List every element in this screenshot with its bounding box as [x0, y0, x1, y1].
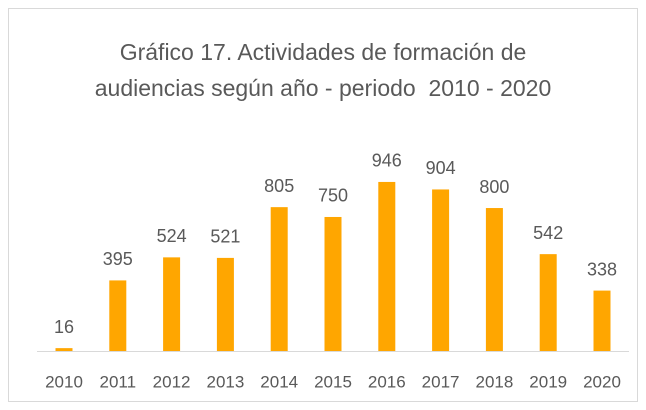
x-tick-label: 2019: [529, 372, 567, 391]
x-tick-label: 2016: [368, 372, 406, 391]
data-label: 338: [587, 259, 617, 279]
data-label: 542: [533, 223, 563, 243]
data-label: 904: [426, 158, 456, 178]
data-label: 524: [157, 226, 187, 246]
x-tick-label: 2011: [100, 372, 137, 391]
bar: [324, 216, 342, 351]
data-label: 805: [264, 176, 294, 196]
x-tick-label: 2013: [206, 372, 244, 391]
bar: [485, 208, 503, 351]
bar: [539, 254, 557, 351]
bar: [163, 257, 181, 351]
data-label: 800: [479, 177, 509, 197]
bar: [593, 290, 611, 351]
data-label: 946: [372, 151, 402, 171]
bar: [55, 348, 73, 351]
data-label: 750: [318, 186, 348, 206]
bar: [216, 257, 234, 351]
x-tick-label: 2015: [314, 372, 352, 391]
x-tick-label: 2020: [583, 372, 621, 391]
bar: [378, 181, 396, 351]
bar: [109, 280, 127, 351]
data-label: 16: [54, 317, 74, 337]
x-tick-label: 2017: [422, 372, 460, 391]
bar: [432, 189, 450, 351]
x-tick-label: 2014: [260, 372, 298, 391]
x-tick-label: 2012: [153, 372, 191, 391]
x-tick-label: 2018: [475, 372, 513, 391]
data-label: 395: [103, 249, 133, 269]
chart-title: Gráfico 17. Actividades de formación de …: [94, 39, 552, 101]
data-label: 521: [210, 227, 240, 247]
x-tick-label: 2010: [45, 372, 83, 391]
bar: [270, 207, 288, 351]
